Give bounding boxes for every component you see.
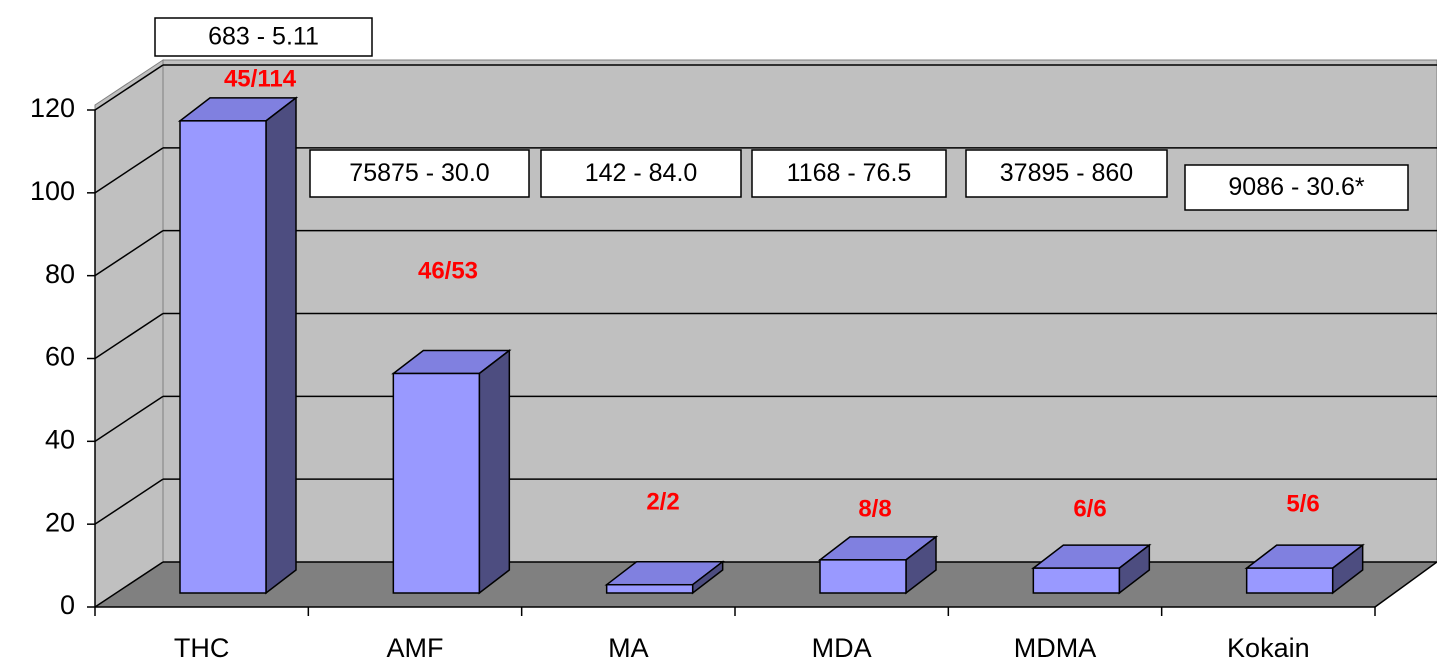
back-wall — [162, 59, 1437, 563]
annotation-box — [1184, 164, 1409, 211]
x-tick-label: Kokain — [1227, 633, 1310, 663]
grid-line — [94, 395, 164, 442]
grid-line — [94, 147, 164, 194]
grid-line — [94, 312, 164, 360]
bar-side — [265, 96, 297, 595]
x-tick-label: THC — [174, 633, 230, 663]
bar — [1245, 567, 1334, 594]
annotation-label: 37895 - 860 — [1000, 159, 1133, 187]
bar — [392, 372, 481, 594]
floor-edge — [1374, 561, 1437, 608]
annotation-label: 683 - 5.11 — [208, 23, 319, 51]
annotation-box — [540, 149, 742, 198]
grid-line — [94, 230, 164, 277]
side-wall — [94, 59, 164, 608]
grid-line — [94, 478, 164, 525]
y-tick-label: 60 — [45, 342, 75, 372]
bar-side — [478, 348, 511, 595]
bar — [605, 583, 694, 594]
annotation-box — [309, 149, 530, 198]
grid-line — [94, 561, 164, 608]
ratio-label: 6/6 — [1073, 495, 1106, 522]
y-tick-label: 20 — [45, 507, 75, 537]
ratio-label: 45/114 — [224, 65, 297, 92]
annotation-label: 9086 - 30.6* — [1228, 173, 1364, 201]
ratio-label: 8/8 — [858, 495, 891, 522]
annotation-label: 142 - 84.0 — [585, 159, 698, 187]
bar — [179, 120, 267, 594]
bar — [1032, 567, 1121, 594]
ratio-label: 46/53 — [418, 257, 478, 284]
annotation-box — [965, 149, 1168, 198]
annotation-box — [751, 149, 947, 198]
x-tick-label: MDMA — [1014, 633, 1097, 663]
grid-line — [94, 64, 164, 111]
y-tick-label: 100 — [30, 176, 75, 206]
x-tick-label: MA — [608, 633, 649, 663]
y-tick-label: 40 — [45, 424, 75, 454]
ratio-label: 5/6 — [1286, 490, 1319, 517]
annotation-label: 75875 - 30.0 — [349, 159, 489, 187]
ratio-label: 2/2 — [646, 488, 679, 515]
bar — [819, 559, 907, 594]
annotation-label: 1168 - 76.5 — [787, 159, 912, 187]
annotation-box — [154, 17, 373, 57]
y-tick-label: 120 — [30, 93, 75, 123]
y-tick-label: 0 — [60, 590, 75, 620]
x-tick-label: AMF — [387, 633, 444, 663]
y-tick-label: 80 — [45, 259, 75, 289]
x-tick-label: MDA — [812, 633, 872, 663]
